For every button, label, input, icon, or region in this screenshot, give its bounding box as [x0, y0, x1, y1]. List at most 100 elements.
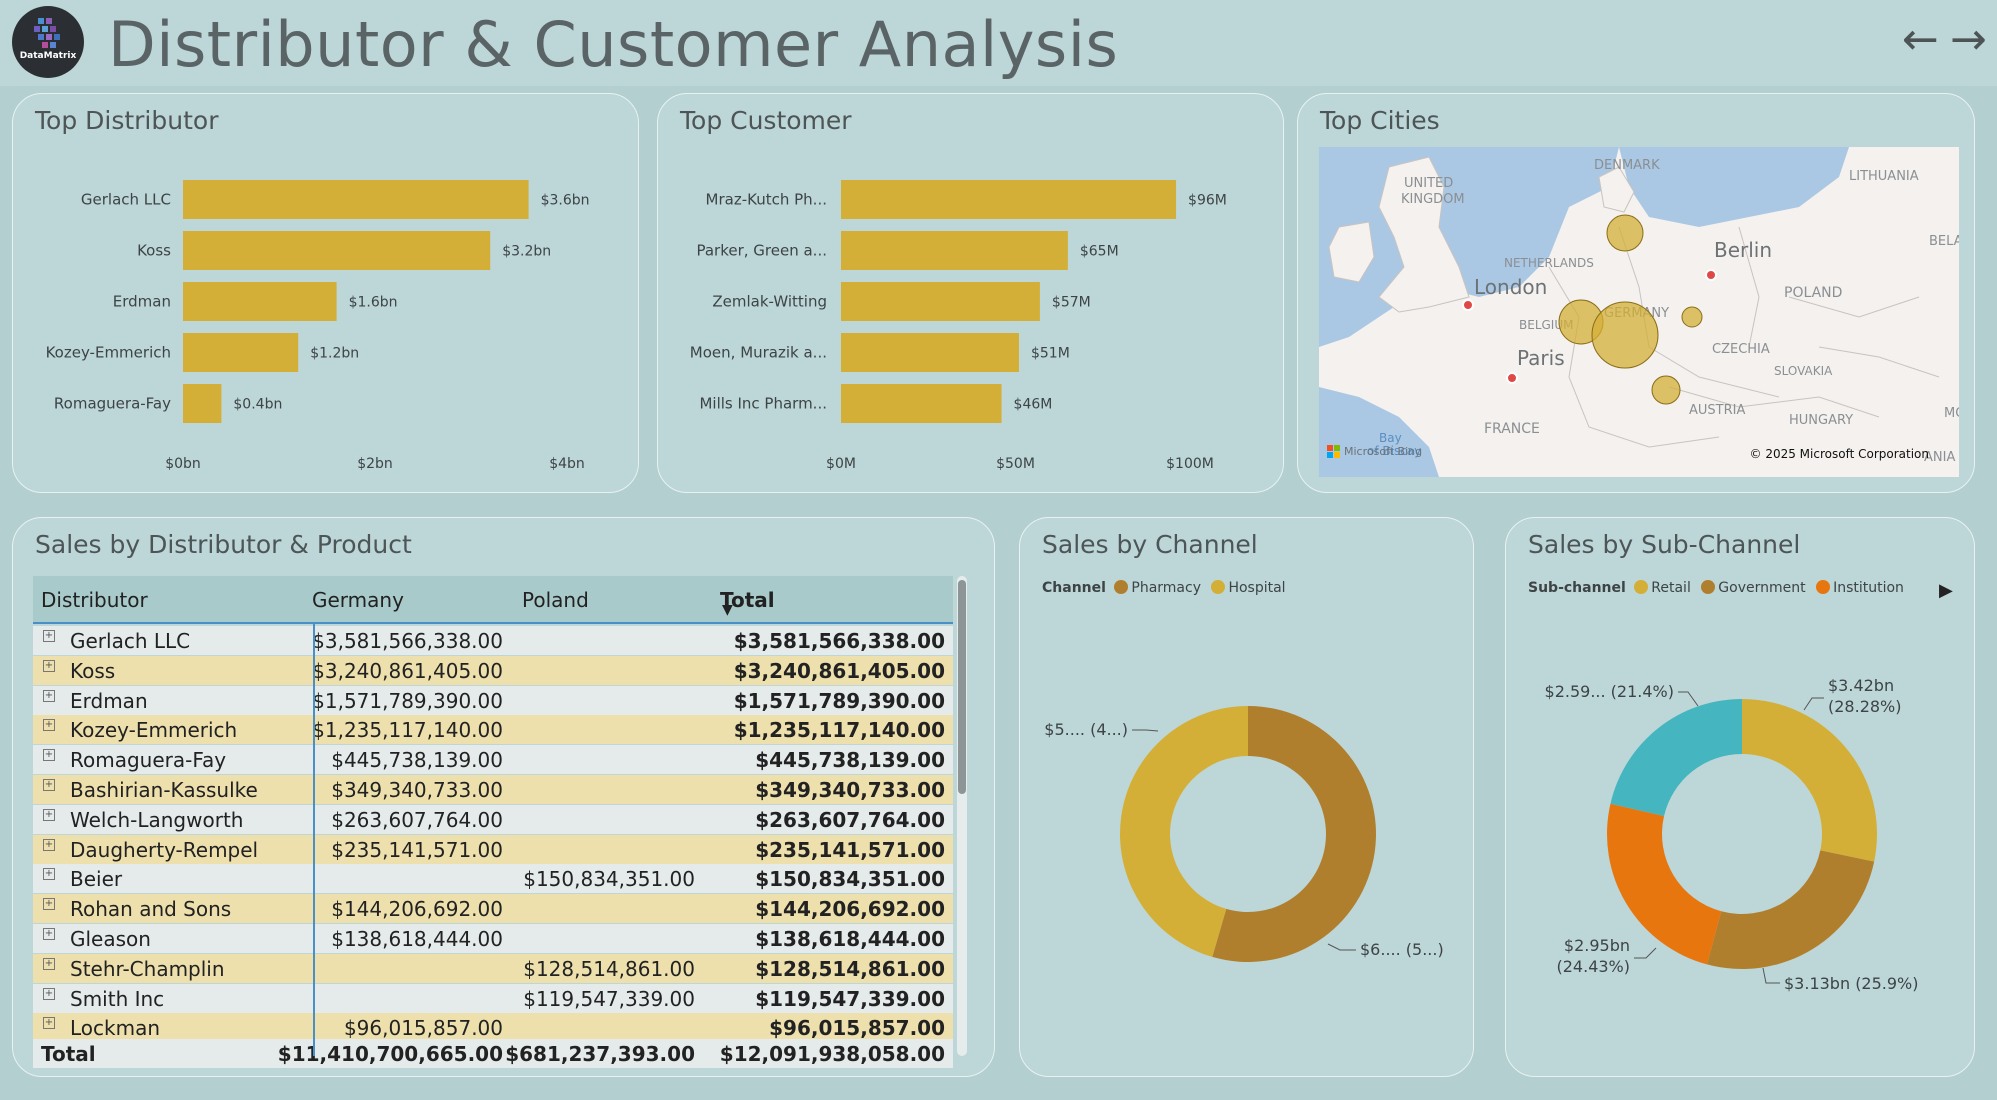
- channel-legend-title: Channel: [1042, 580, 1106, 596]
- expand-icon[interactable]: +: [43, 868, 55, 881]
- row-distributor-name: Beier: [70, 867, 123, 892]
- legend-dot-icon: [1701, 580, 1716, 594]
- top-cities-card[interactable]: Top Cities UNITED KINGDOM DENMARK: [1297, 93, 1975, 493]
- city-pin-london[interactable]: [1462, 299, 1474, 311]
- distributor-bar[interactable]: [183, 231, 491, 270]
- legend-item-institution[interactable]: Institution: [1833, 580, 1904, 596]
- distributor-bar[interactable]: [183, 180, 529, 219]
- channel-donut-chart[interactable]: $6.... (5...) $5.... (4...): [1020, 518, 1473, 1076]
- row-header-divider: [313, 622, 315, 1056]
- expand-icon[interactable]: +: [43, 808, 55, 821]
- map-canvas[interactable]: UNITED KINGDOM DENMARK LITHUANIA NETHERLA…: [1319, 147, 1959, 477]
- col-header-distributor[interactable]: Distributor: [41, 588, 148, 612]
- legend-item-retail[interactable]: Retail: [1651, 580, 1691, 596]
- table-row[interactable]: + Gleason $138,618,444.00 $138,618,444.00: [33, 924, 953, 953]
- expand-icon[interactable]: +: [43, 838, 55, 851]
- top-customer-card[interactable]: Top Customer Mraz-Kutch Ph... $96M Parker,…: [657, 93, 1284, 493]
- sales-matrix-title: Sales by Distributor & Product: [35, 530, 412, 559]
- city-bubble[interactable]: [1606, 214, 1644, 252]
- sales-by-channel-card[interactable]: Sales by Channel Channel Pharmacy Hospit…: [1019, 517, 1474, 1077]
- channel-data-label: $5.... (4...): [1044, 720, 1128, 739]
- expand-icon[interactable]: +: [43, 957, 55, 970]
- channel-slice[interactable]: [1212, 706, 1376, 962]
- logo-grid-icon: [34, 18, 60, 48]
- distributor-bar[interactable]: [183, 333, 299, 372]
- table-row[interactable]: + Koss $3,240,861,405.00 $3,240,861,405.00: [33, 655, 953, 685]
- total-label: Total: [41, 1042, 96, 1067]
- distributor-bar[interactable]: [183, 282, 337, 321]
- subchannel-legend-title: Sub-channel: [1528, 580, 1626, 596]
- table-row[interactable]: + Rohan and Sons $144,206,692.00 $144,206,6…: [33, 894, 953, 924]
- top-customer-chart[interactable]: Mraz-Kutch Ph... $96M Parker, Green a... $6…: [658, 94, 1283, 492]
- legend-item-government[interactable]: Government: [1718, 580, 1806, 596]
- subchannel-slice[interactable]: [1742, 699, 1877, 862]
- row-germany-value: $144,206,692.00: [331, 897, 503, 922]
- distributor-value-label: $1.2bn: [310, 346, 359, 362]
- distributor-value-label: $1.6bn: [349, 295, 398, 311]
- expand-icon[interactable]: +: [43, 928, 55, 940]
- subchannel-slice[interactable]: [1610, 699, 1742, 817]
- table-row[interactable]: + Kozey-Emmerich $1,235,117,140.00 $1,235,1…: [33, 715, 953, 745]
- subchannel-data-label: $2.59... (21.4%): [1545, 682, 1674, 701]
- matrix-scroll-thumb[interactable]: [958, 580, 966, 794]
- expand-icon[interactable]: +: [43, 719, 55, 732]
- table-row[interactable]: + Smith Inc $119,547,339.00 $119,547,339.00: [33, 983, 953, 1013]
- expand-icon[interactable]: +: [43, 1017, 55, 1030]
- subchannel-slice[interactable]: [1706, 850, 1875, 969]
- expand-icon[interactable]: +: [43, 987, 55, 1000]
- customer-bar[interactable]: [841, 180, 1177, 219]
- expand-icon[interactable]: +: [43, 749, 55, 762]
- table-row[interactable]: + Stehr-Champlin $128,514,861.00 $128,514,8…: [33, 953, 953, 983]
- distributor-bar[interactable]: [183, 384, 222, 423]
- top-distributor-chart[interactable]: Gerlach LLC $3.6bn Koss $3.2bn Erdman $1.6bn K…: [13, 94, 638, 492]
- expand-icon[interactable]: +: [43, 659, 55, 672]
- col-header-poland[interactable]: Poland: [522, 588, 589, 612]
- sort-descending-icon[interactable]: ▼: [722, 602, 733, 618]
- customer-value-label: $65M: [1080, 244, 1119, 260]
- row-total-value: $96,015,857.00: [769, 1016, 945, 1041]
- col-header-total[interactable]: Total: [720, 588, 775, 612]
- table-row[interactable]: + Welch-Langworth $263,607,764.00 $263,607,…: [33, 804, 953, 834]
- top-distributor-card[interactable]: Top Distributor Gerlach LLC $3.6bn Koss $3.…: [12, 93, 639, 493]
- table-row[interactable]: + Romaguera-Fay $445,738,139.00 $445,738,13…: [33, 745, 953, 775]
- customer-bar[interactable]: [841, 231, 1068, 270]
- expand-icon[interactable]: +: [43, 779, 55, 791]
- distributor-value-label: $0.4bn: [233, 397, 282, 413]
- customer-xtick-label: $0M: [826, 456, 856, 472]
- city-bubble[interactable]: [1681, 306, 1703, 328]
- cities-map[interactable]: UNITED KINGDOM DENMARK LITHUANIA NETHERLA…: [1319, 147, 1959, 477]
- legend-item-pharmacy[interactable]: Pharmacy: [1131, 580, 1201, 596]
- table-row[interactable]: + Beier $150,834,351.00 $150,834,351.00: [33, 864, 953, 894]
- expand-icon[interactable]: +: [43, 898, 55, 911]
- forward-arrow-icon[interactable]: →: [1950, 14, 1987, 65]
- subchannel-slice[interactable]: [1607, 803, 1722, 965]
- table-row[interactable]: + Gerlach LLC $3,581,566,338.00 $3,581,566,…: [33, 626, 953, 655]
- table-row[interactable]: + Bashirian-Kassulke $349,340,733.00 $349,3…: [33, 775, 953, 804]
- sales-matrix-table[interactable]: Distributor Germany Poland Total ▼ + Gerl…: [33, 576, 953, 1069]
- expand-icon[interactable]: +: [43, 689, 55, 702]
- city-pin-paris[interactable]: [1506, 372, 1518, 384]
- table-row[interactable]: + Daugherty-Rempel $235,141,571.00 $235,141…: [33, 834, 953, 864]
- customer-value-label: $51M: [1031, 346, 1070, 362]
- sales-by-subchannel-card[interactable]: Sales by Sub-Channel Sub-channel Retail …: [1505, 517, 1975, 1077]
- city-bubble[interactable]: [1591, 301, 1659, 369]
- expand-icon[interactable]: +: [43, 630, 55, 642]
- back-arrow-icon[interactable]: ←: [1902, 14, 1939, 65]
- col-header-germany[interactable]: Germany: [312, 588, 404, 612]
- city-pin-berlin[interactable]: [1705, 269, 1717, 281]
- channel-slice[interactable]: [1120, 706, 1248, 957]
- table-total-row[interactable]: Total $11,410,700,665.00 $681,237,393.00 $1…: [33, 1039, 953, 1069]
- table-row[interactable]: + Lockman $96,015,857.00 $96,015,857.00: [33, 1013, 953, 1043]
- subchannel-legend: Sub-channel Retail Government Institutio…: [1528, 580, 1910, 596]
- customer-bar[interactable]: [841, 384, 1002, 423]
- sales-matrix-card[interactable]: Sales by Distributor & Product Distribut…: [12, 517, 995, 1077]
- city-bubble[interactable]: [1651, 375, 1681, 405]
- customer-bar[interactable]: [841, 282, 1040, 321]
- legend-item-hospital[interactable]: Hospital: [1228, 580, 1286, 596]
- table-row[interactable]: + Erdman $1,571,789,390.00 $1,571,789,390.0…: [33, 685, 953, 715]
- matrix-scrollbar[interactable]: [957, 576, 967, 1056]
- customer-bar[interactable]: [841, 333, 1019, 372]
- subchannel-donut-chart[interactable]: $3.42bn (28.28%) $3.13bn (25.9%) $2.95bn (24…: [1506, 518, 1974, 1076]
- row-poland-value: $128,514,861.00: [523, 956, 695, 981]
- legend-next-arrow-icon[interactable]: ▶: [1939, 580, 1953, 601]
